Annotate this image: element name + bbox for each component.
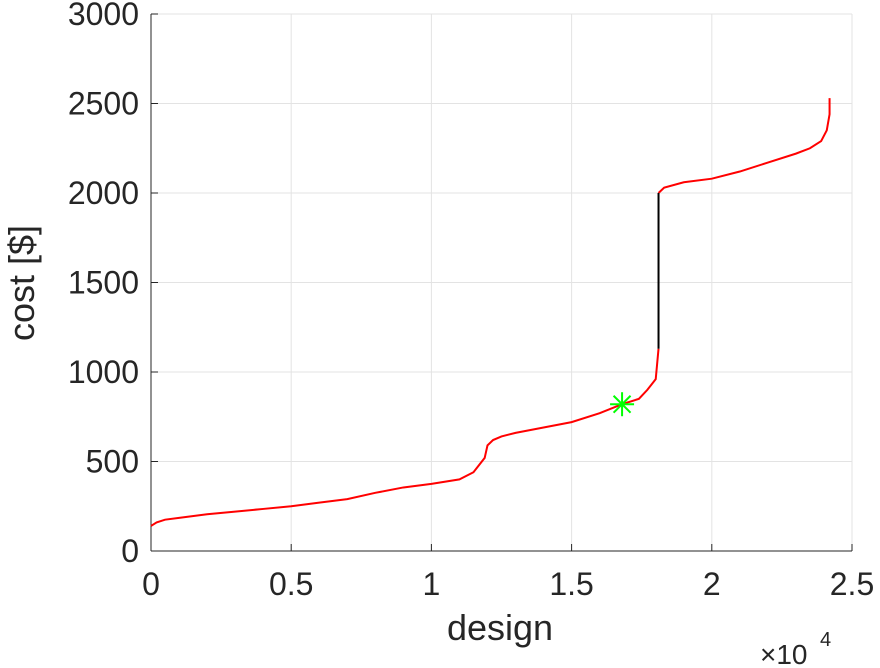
y-axis-label: cost [$] xyxy=(1,225,42,341)
x-tick-label: 2 xyxy=(703,566,721,602)
y-tick-label: 2500 xyxy=(68,86,139,122)
star-marker xyxy=(610,392,635,417)
star-stroke xyxy=(612,395,632,414)
x-tick-label: 1.5 xyxy=(549,566,593,602)
y-tick-label: 0 xyxy=(121,533,139,569)
x-multiplier-exponent: 4 xyxy=(820,629,831,651)
line-series xyxy=(150,348,660,527)
y-tick-label: 500 xyxy=(86,444,139,480)
y-tick-label: 2000 xyxy=(68,175,139,211)
x-multiplier: ×10 xyxy=(760,639,808,668)
x-tick-label: 2.5 xyxy=(830,566,874,602)
x-tick-label: 0.5 xyxy=(269,566,313,602)
x-tick-label: 1 xyxy=(423,566,441,602)
y-tick-label: 1000 xyxy=(68,354,139,390)
line-series xyxy=(657,98,831,194)
y-tick-label: 3000 xyxy=(68,0,139,32)
x-tick-label: 0 xyxy=(142,566,160,602)
y-tick-label: 1500 xyxy=(68,265,139,301)
x-axis-label: design xyxy=(447,607,553,648)
